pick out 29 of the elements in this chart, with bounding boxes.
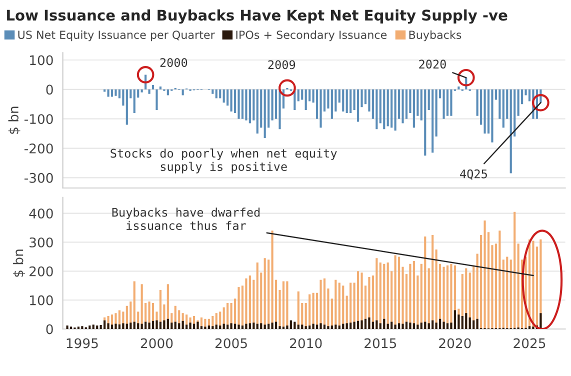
- y-tick-label: -300: [24, 172, 53, 183]
- y-axis-title: $ bn: [13, 250, 26, 277]
- x-tick-label: 2010: [290, 338, 322, 348]
- legend-label: IPOs + Secondary Issuance: [236, 30, 387, 42]
- y-tick-label: 0: [46, 84, 53, 95]
- x-tick-label: 2020: [439, 338, 471, 348]
- y-tick-label: 100: [30, 295, 53, 306]
- annotation: 4Q25: [460, 169, 487, 180]
- legend-label: Buybacks: [409, 30, 462, 42]
- x-tick-label: 1995: [66, 338, 98, 348]
- y-tick-label: -100: [24, 114, 53, 124]
- x-tick-label: 2005: [215, 338, 247, 348]
- y-tick-label: -200: [24, 143, 53, 154]
- y-tick-label: 400: [29, 208, 53, 219]
- y-tick-label: 0: [46, 324, 53, 334]
- y-tick-label: 300: [30, 237, 53, 248]
- annotation: 2000: [160, 58, 188, 68]
- annotation: Buybacks have dwarfed issuance thus far: [112, 208, 260, 230]
- annotation: Stocks do poorly when net equity supply is positive: [110, 148, 337, 174]
- x-tick-label: 2025: [514, 338, 546, 348]
- legend-label: US Net Equity Issuance per Quarter: [18, 30, 215, 42]
- chart-title: Low Issuance and Buybacks Have Kept Net Equity Supply -ve: [7, 9, 508, 24]
- y-tick-label: 200: [30, 266, 53, 276]
- annotation: 2020: [419, 60, 446, 69]
- annotation: 2009: [268, 60, 296, 70]
- y-axis-title: $ bn: [8, 106, 20, 134]
- x-tick-label: 2000: [140, 338, 173, 348]
- x-tick-label: 2015: [364, 338, 396, 348]
- y-tick-label: 100: [30, 55, 53, 66]
